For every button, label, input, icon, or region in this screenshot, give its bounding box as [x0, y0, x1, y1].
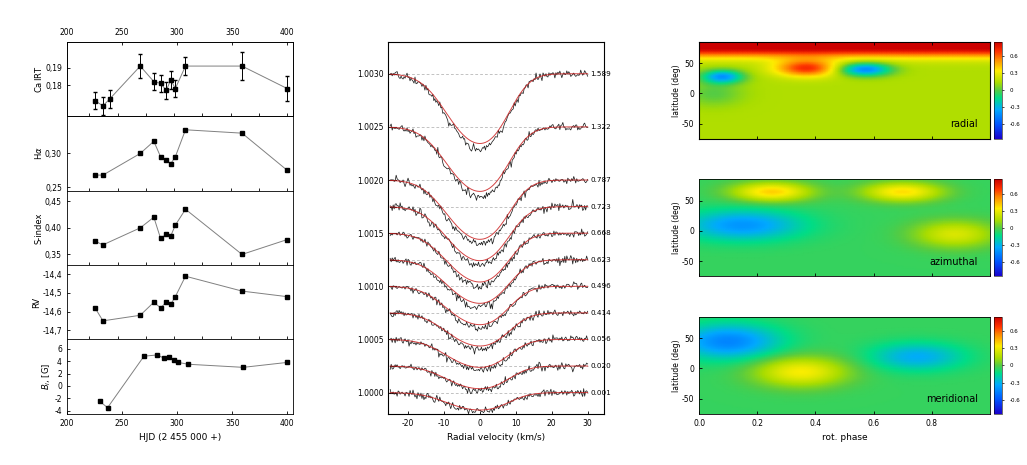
Text: 0.787: 0.787 [591, 177, 611, 183]
Text: 0.001: 0.001 [591, 390, 611, 396]
Y-axis label: latitude (deg): latitude (deg) [672, 339, 681, 392]
Text: radial: radial [951, 119, 978, 129]
Text: 0.414: 0.414 [591, 310, 611, 316]
Text: 0.668: 0.668 [591, 230, 611, 236]
X-axis label: rot. phase: rot. phase [822, 433, 868, 442]
Text: 1.589: 1.589 [591, 71, 611, 77]
X-axis label: HJD (2 455 000 +): HJD (2 455 000 +) [139, 433, 221, 442]
Text: 0.056: 0.056 [591, 337, 611, 342]
Y-axis label: H$\alpha$: H$\alpha$ [33, 146, 43, 160]
Text: meridional: meridional [926, 394, 978, 404]
Text: 0.623: 0.623 [591, 257, 611, 263]
Y-axis label: latitude (deg): latitude (deg) [672, 201, 681, 254]
Y-axis label: Ca$\,$IRT: Ca$\,$IRT [33, 65, 43, 93]
Text: azimuthal: azimuthal [929, 257, 978, 266]
Text: 0.496: 0.496 [591, 283, 611, 289]
Y-axis label: $B_l$, [G]: $B_l$, [G] [40, 363, 52, 390]
Y-axis label: RV: RV [32, 297, 41, 308]
X-axis label: Radial velocity (km/s): Radial velocity (km/s) [447, 433, 545, 442]
Y-axis label: latitude (deg): latitude (deg) [672, 64, 681, 117]
Text: 0.020: 0.020 [591, 363, 611, 369]
Text: 0.723: 0.723 [591, 204, 611, 210]
Text: 1.322: 1.322 [591, 124, 611, 130]
Y-axis label: S-index: S-index [35, 212, 43, 244]
